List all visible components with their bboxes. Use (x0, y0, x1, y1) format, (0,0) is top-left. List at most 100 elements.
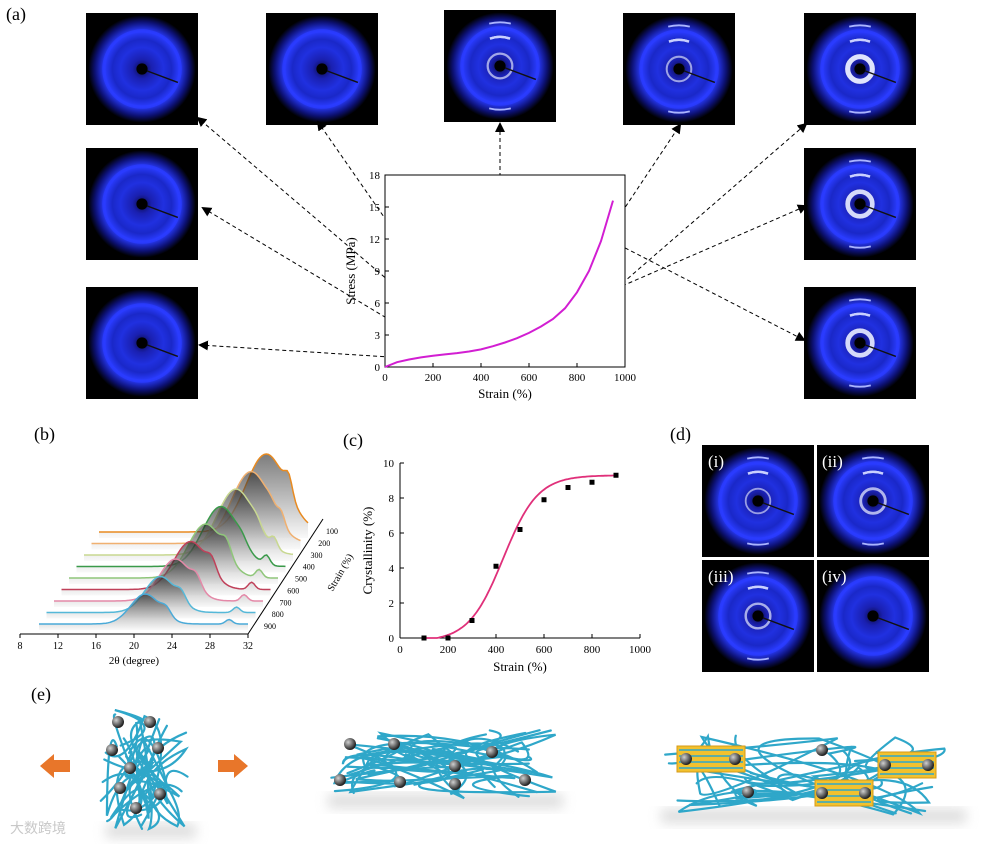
stress-strain-chart: 0 200 400 600 800 1000 0 3 6 9 12 15 18 Strain (%) Str… (343, 170, 637, 401)
polymer-chain-relaxed (128, 769, 189, 830)
xrd-pattern-right-2 (804, 287, 916, 399)
polymer-chain-stretched (348, 739, 470, 776)
diffraction-ring (820, 303, 900, 383)
y-tick-label: 6 (375, 298, 381, 310)
y-tick-label: 8 (389, 493, 395, 505)
diffraction-ring (833, 461, 913, 541)
x-tick-label: 24 (167, 641, 177, 652)
dashed-arrow (589, 204, 808, 301)
x-tick-label: 0 (382, 372, 388, 384)
data-point (493, 563, 499, 569)
crosslink-bead (344, 738, 356, 750)
crosslink-bead (112, 716, 124, 728)
z-tick-label: 500 (295, 575, 307, 584)
crystal-ring (845, 328, 875, 358)
y-tick-label: 6 (389, 528, 395, 540)
beam-stop (316, 63, 328, 75)
z-axis-line (247, 518, 324, 635)
y-axis-label: Stress (MPa) (343, 237, 358, 305)
x-tick-label: 32 (243, 641, 253, 652)
x-tick-label: 16 (91, 641, 101, 652)
crosslink-bead (130, 802, 142, 814)
shadow (106, 824, 196, 838)
outer-arc (848, 24, 872, 28)
polymer-chain-relaxed (104, 713, 163, 813)
crystal-ring (859, 487, 887, 515)
y-tick-label: 12 (369, 234, 380, 246)
outer-arc (861, 542, 885, 546)
equator-arc (849, 173, 871, 178)
xrd-pattern-top-4 (623, 13, 735, 125)
beam-stop (854, 198, 866, 210)
waterfall-trace (46, 575, 256, 614)
beam-stop (867, 495, 879, 507)
beam-stop (752, 610, 764, 622)
x-axis-label: Strain (%) (493, 659, 547, 674)
beam-stop-arm (859, 342, 897, 358)
data-point (421, 635, 427, 641)
z-tick-label: 900 (264, 622, 276, 631)
crosslink-bead (859, 787, 871, 799)
panel-label-b: (b) (34, 424, 55, 444)
polymer-chain-stretched (382, 729, 541, 773)
crosslink-bead (816, 744, 828, 756)
dashed-arrow (599, 234, 806, 341)
data-point (445, 635, 451, 641)
x-tick-label: 0 (397, 644, 403, 656)
beam-stop (854, 337, 866, 349)
crosslink-bead (114, 782, 126, 794)
beam-stop-arm (499, 65, 537, 81)
xrd-pattern-left-2 (86, 287, 198, 399)
y-tick-label: 3 (375, 330, 381, 342)
label-d-ii: (ii) (822, 452, 843, 471)
equator-arc (862, 470, 884, 475)
crosslink-bead (680, 753, 692, 765)
waterfall-trace (39, 593, 248, 625)
beam-stop-arm (757, 500, 795, 516)
beam-stop-arm (678, 68, 716, 84)
crosslink-bead (394, 776, 406, 788)
beam-stop-arm (321, 68, 359, 84)
crosslink-bead (816, 787, 828, 799)
diffraction-ring (718, 461, 798, 541)
outer-arc (667, 110, 691, 114)
waterfall-xrd-chart: 8 12 16 20 24 28 32 2θ (degree) 100 200 300 400 500 6… (18, 453, 356, 667)
outer-arc (746, 571, 770, 575)
xrd-pattern-top-1 (86, 13, 198, 125)
xrd-pattern-top-5 (804, 13, 916, 125)
stretch-arrow-right (218, 754, 248, 778)
x-tick-label: 8 (18, 641, 23, 652)
diffraction-ring (102, 303, 182, 383)
data-point (517, 527, 523, 532)
label-d-iv: (iv) (822, 567, 847, 586)
diffraction-ring (820, 29, 900, 109)
z-tick-label: 700 (280, 598, 292, 607)
polymer-chain-stretched (393, 737, 530, 788)
crosslink-bead (152, 742, 164, 754)
outer-arc (848, 384, 872, 388)
x-tick-label: 200 (425, 372, 442, 384)
crosslink-bead (729, 753, 741, 765)
beam-stop (867, 610, 879, 622)
panel-label-d: (d) (670, 424, 691, 444)
y-tick-label: 15 (369, 202, 381, 214)
label-d-i: (i) (708, 452, 725, 471)
chain-schematic (40, 709, 966, 838)
panel-label-e: (e) (31, 684, 51, 704)
y-tick-label: 2 (389, 598, 395, 610)
crosslink-bead (124, 762, 136, 774)
diffraction-ring (718, 576, 798, 656)
diffraction-ring (460, 26, 540, 106)
data-point (565, 485, 571, 490)
xrd-pattern-d-i (702, 445, 814, 557)
crystal-ring (845, 189, 875, 219)
diffraction-ring (282, 29, 362, 109)
crystallinity-chart: 0 200 400 600 800 1000 0 2 4 6 8 10 Strain (%) Crysta… (360, 458, 652, 674)
beam-stop (673, 63, 685, 75)
waterfall-fill (69, 524, 278, 584)
label-d-iii: (iii) (708, 567, 734, 586)
z-tick-label: 200 (318, 539, 330, 548)
polymer-chain-relaxed (138, 718, 163, 831)
beam-stop-arm (757, 615, 795, 631)
x-tick-label: 12 (53, 641, 63, 652)
